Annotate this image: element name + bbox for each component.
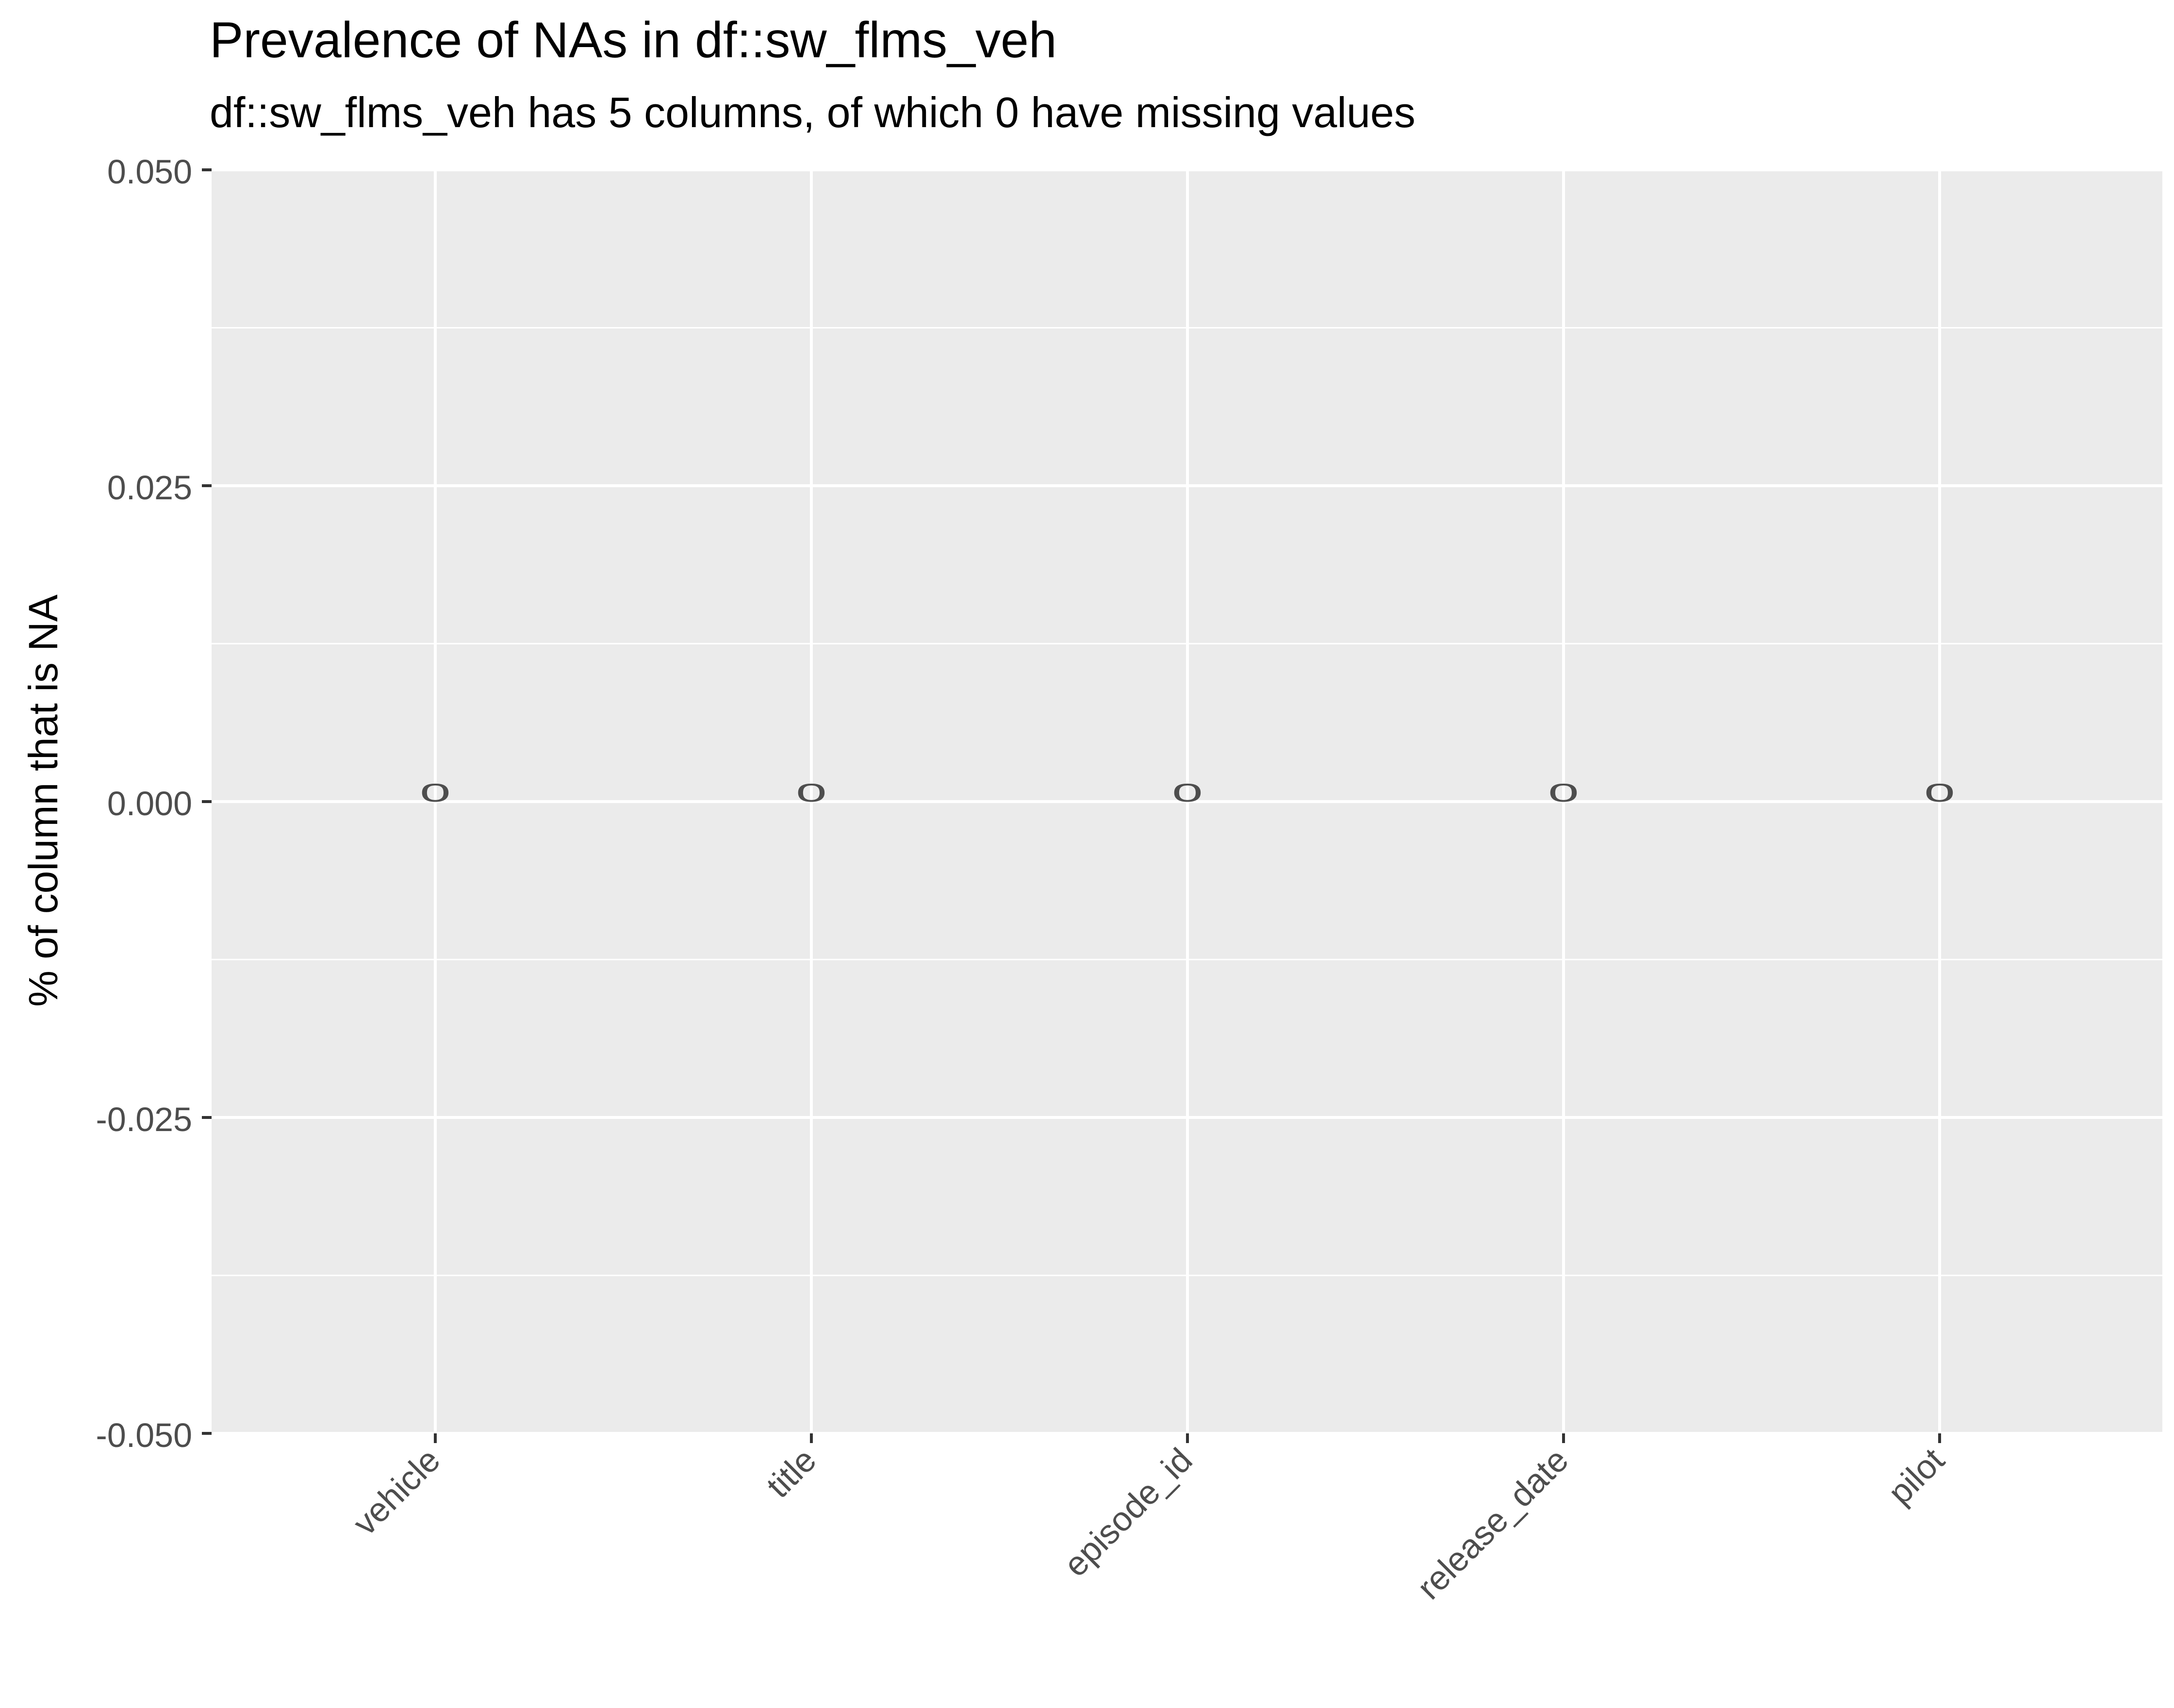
y-tick-label: 0.000 xyxy=(107,785,192,822)
data-label-point: 0 xyxy=(1924,778,1955,807)
y-axis-title: % of column that is NA xyxy=(20,594,66,1007)
y-tick-label: -0.050 xyxy=(96,1416,192,1454)
x-tick-label: episode_id xyxy=(1056,1441,1200,1584)
data-labels: 0 0 0 0 0 xyxy=(420,778,1955,807)
x-tick-label: pilot xyxy=(1881,1441,1952,1511)
data-label-point: 0 xyxy=(420,778,450,807)
chart-title: Prevalence of NAs in df::sw_flms_veh xyxy=(210,12,1057,68)
data-label-point: 0 xyxy=(1172,778,1202,807)
y-tick-label: 0.025 xyxy=(107,469,192,507)
x-tick-label: vehicle xyxy=(346,1441,447,1542)
y-tick-label: -0.025 xyxy=(96,1100,192,1138)
x-tick-label: release_date xyxy=(1410,1441,1575,1606)
y-tick-label: 0.050 xyxy=(107,153,192,191)
data-label-point: 0 xyxy=(796,778,826,807)
grid-lines xyxy=(212,168,2162,1435)
chart-subtitle: df::sw_flms_veh has 5 columns, of which … xyxy=(210,88,1416,136)
data-label-point: 0 xyxy=(1548,778,1579,807)
x-tick-label: title xyxy=(759,1441,823,1505)
